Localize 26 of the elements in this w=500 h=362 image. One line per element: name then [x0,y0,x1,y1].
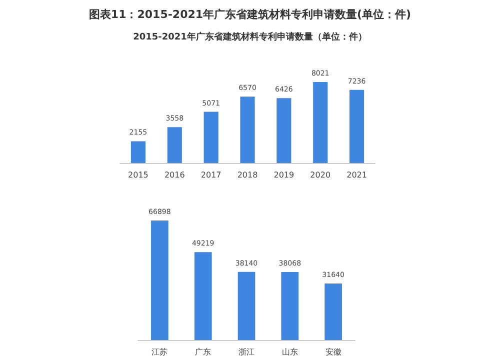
x-tick-label: 2020 [310,170,331,180]
x-tick-label: 2017 [200,170,222,180]
bar [276,98,292,163]
bar [240,96,255,163]
bar [313,82,328,163]
x-tick-label: 2016 [164,170,185,180]
bar [151,220,168,340]
bar [238,272,256,340]
bar [194,252,212,340]
x-tick-label: 安徽 [325,348,342,356]
x-tick-label: 山东 [282,348,298,356]
chart-title: 图表11：2015-2021年广东省建筑材料专利申请数量(单位：件) [88,8,412,21]
bar [350,90,364,163]
x-tick-label: 2019 [274,170,294,180]
x-tick-label: 广东 [195,348,212,356]
bar [281,272,299,340]
bar [167,127,182,163]
x-tick-label: 浙江 [238,348,254,356]
x-tick-label: 2015 [128,170,148,180]
bar [130,141,146,163]
x-tick-label: 2018 [237,170,258,180]
bar [324,284,342,340]
x-tick-label: 江苏 [152,348,168,356]
bar [204,112,218,163]
x-tick-label: 2021 [346,170,367,180]
chart-subtitle: 2015-2021年广东省建筑材料专利申请数量（单位：件） [133,32,367,42]
